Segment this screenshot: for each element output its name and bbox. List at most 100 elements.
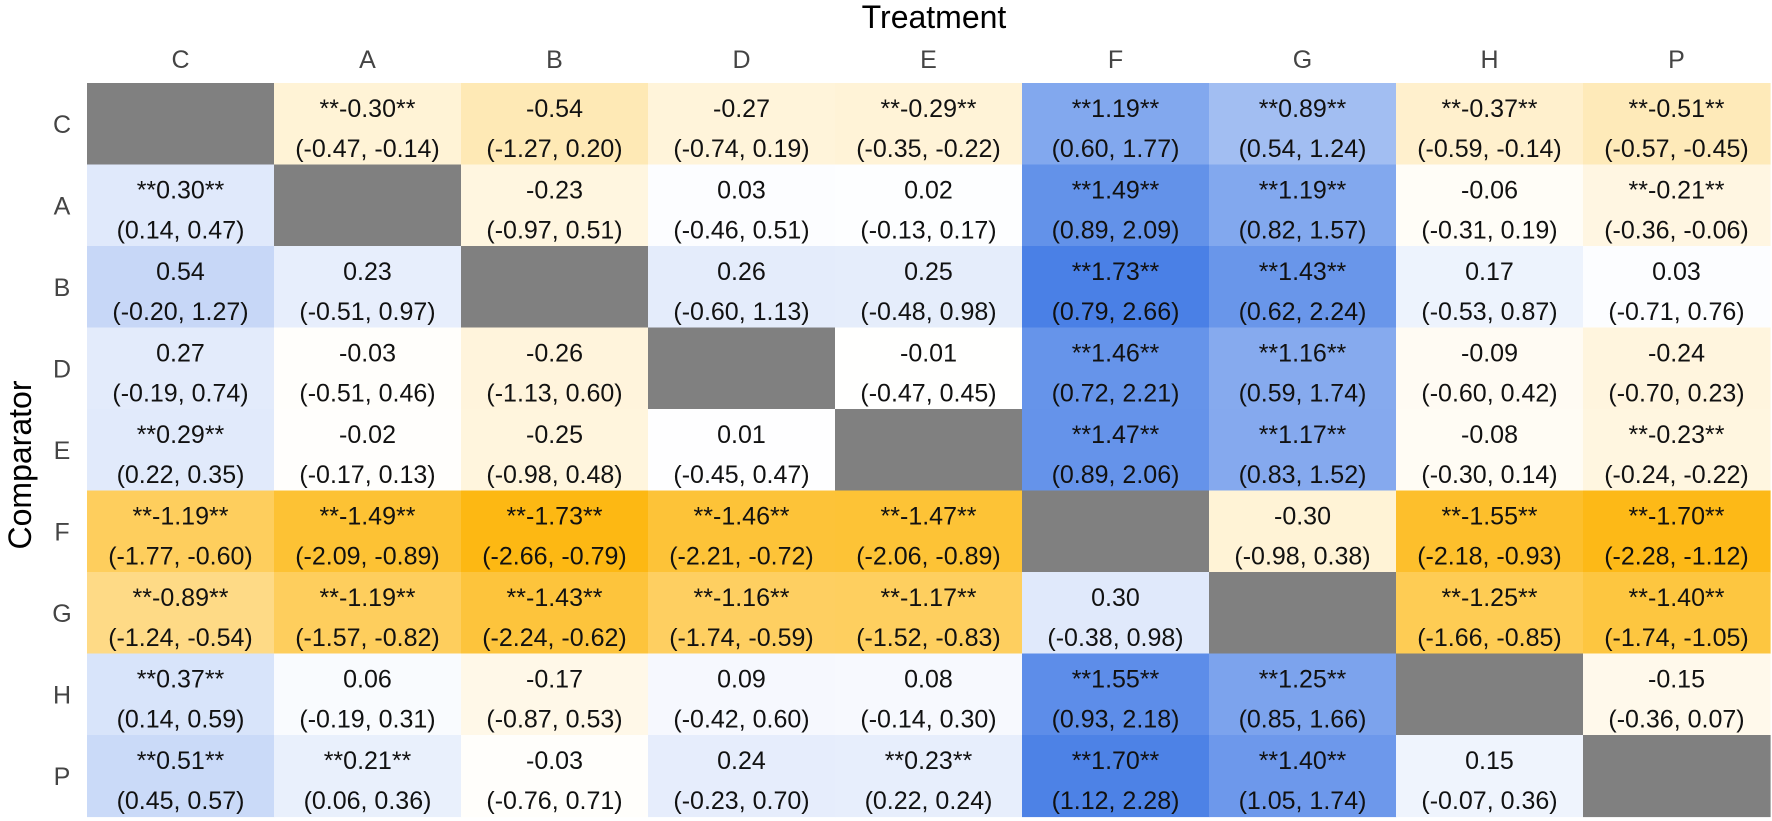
cell-ci-label: (-0.20, 1.27) bbox=[112, 298, 248, 326]
heatmap-cell bbox=[648, 409, 836, 492]
cell-ci-label: (-0.59, -0.14) bbox=[1417, 135, 1562, 163]
cell-ci-label: (-0.45, 0.47) bbox=[673, 461, 809, 489]
cell-estimate-label: **-0.21** bbox=[1629, 177, 1725, 205]
heatmap-cell bbox=[1396, 83, 1584, 166]
cell-estimate-label: **-0.23** bbox=[1629, 421, 1725, 449]
cell-estimate-label: -0.06 bbox=[1461, 177, 1518, 205]
heatmap-cell bbox=[1396, 572, 1584, 655]
heatmap-cell bbox=[1209, 490, 1397, 573]
cell-estimate-label: 0.25 bbox=[904, 258, 953, 286]
heatmap-cell bbox=[274, 490, 462, 573]
heatmap-cell bbox=[461, 327, 649, 410]
cell-estimate-label: **0.51** bbox=[137, 747, 225, 775]
cell-ci-label: (-1.57, -0.82) bbox=[295, 624, 440, 652]
y-tick-label: P bbox=[54, 763, 71, 791]
cell-ci-label: (-2.21, -0.72) bbox=[669, 543, 814, 571]
cell-estimate-label: **0.21** bbox=[324, 747, 412, 775]
cell-ci-label: (-2.28, -1.12) bbox=[1604, 543, 1749, 571]
cell-ci-label: (-0.53, 0.87) bbox=[1421, 298, 1557, 326]
cell-estimate-label: **1.43** bbox=[1259, 258, 1347, 286]
cell-estimate-label: 0.02 bbox=[904, 177, 953, 205]
heatmap-cell bbox=[1209, 246, 1397, 329]
cell-ci-label: (0.72, 2.21) bbox=[1052, 380, 1180, 408]
cell-estimate-label: **1.16** bbox=[1259, 340, 1347, 368]
cell-estimate-label: 0.54 bbox=[156, 258, 205, 286]
heatmap-cell bbox=[1396, 735, 1584, 818]
heatmap-cell bbox=[1583, 490, 1771, 573]
cell-estimate-label: **-0.89** bbox=[133, 584, 229, 612]
heatmap-cell bbox=[1022, 653, 1210, 736]
cell-estimate-label: **0.89** bbox=[1259, 95, 1347, 123]
cell-ci-label: (0.79, 2.66) bbox=[1052, 298, 1180, 326]
cell-ci-label: (0.22, 0.24) bbox=[865, 787, 993, 815]
diagonal-cell bbox=[1022, 490, 1210, 573]
cell-ci-label: (-0.98, 0.48) bbox=[486, 461, 622, 489]
cell-estimate-label: **1.70** bbox=[1072, 747, 1160, 775]
diagonal-cell bbox=[835, 409, 1023, 492]
cell-ci-label: (-0.51, 0.46) bbox=[299, 380, 435, 408]
cell-ci-label: (-0.30, 0.14) bbox=[1421, 461, 1557, 489]
cell-estimate-label: **0.29** bbox=[137, 421, 225, 449]
cell-estimate-label: **0.23** bbox=[885, 747, 973, 775]
cell-estimate-label: **-1.70** bbox=[1629, 503, 1725, 531]
cell-ci-label: (-0.24, -0.22) bbox=[1604, 461, 1749, 489]
cell-estimate-label: -0.24 bbox=[1648, 340, 1705, 368]
cell-estimate-label: **-1.46** bbox=[694, 503, 790, 531]
heatmap-cell bbox=[1583, 572, 1771, 655]
cell-estimate-label: **-1.55** bbox=[1442, 503, 1538, 531]
heatmap-cell bbox=[648, 164, 836, 247]
cell-ci-label: (0.14, 0.47) bbox=[117, 217, 245, 245]
cell-ci-label: (0.22, 0.35) bbox=[117, 461, 245, 489]
cell-estimate-label: 0.15 bbox=[1465, 747, 1514, 775]
heatmap-cell bbox=[1396, 490, 1584, 573]
cell-ci-label: (-0.47, 0.45) bbox=[860, 380, 996, 408]
cell-ci-label: (-2.24, -0.62) bbox=[482, 624, 627, 652]
cell-ci-label: (0.85, 1.66) bbox=[1239, 706, 1367, 734]
heatmap-cell bbox=[1583, 83, 1771, 166]
y-tick-label: C bbox=[53, 111, 71, 139]
cell-ci-label: (0.62, 2.24) bbox=[1239, 298, 1367, 326]
heatmap-cell bbox=[1396, 409, 1584, 492]
cell-estimate-label: 0.06 bbox=[343, 666, 392, 694]
heatmap-cell bbox=[1209, 83, 1397, 166]
cell-ci-label: (0.89, 2.09) bbox=[1052, 217, 1180, 245]
cell-ci-label: (-0.98, 0.38) bbox=[1234, 543, 1370, 571]
cell-ci-label: (0.83, 1.52) bbox=[1239, 461, 1367, 489]
heatmap-cell bbox=[835, 83, 1023, 166]
y-tick-label: A bbox=[54, 192, 71, 220]
cell-estimate-label: -0.01 bbox=[900, 340, 957, 368]
cell-estimate-label: **1.25** bbox=[1259, 666, 1347, 694]
cell-estimate-label: 0.27 bbox=[156, 340, 205, 368]
diagonal-cell bbox=[1209, 572, 1397, 655]
heatmap-cell bbox=[835, 735, 1023, 818]
heatmap-cell bbox=[1209, 409, 1397, 492]
cell-estimate-label: -0.08 bbox=[1461, 421, 1518, 449]
diagonal-cell bbox=[1583, 735, 1771, 818]
cell-ci-label: (-0.48, 0.98) bbox=[860, 298, 996, 326]
y-tick-label: F bbox=[54, 518, 69, 546]
x-tick-label: C bbox=[171, 46, 189, 74]
y-tick-label: D bbox=[53, 355, 71, 383]
cell-estimate-label: -0.25 bbox=[526, 421, 583, 449]
cell-estimate-label: **-0.37** bbox=[1442, 95, 1538, 123]
cell-ci-label: (0.89, 2.06) bbox=[1052, 461, 1180, 489]
cell-ci-label: (-0.19, 0.74) bbox=[112, 380, 248, 408]
x-tick-label: P bbox=[1668, 46, 1685, 74]
cell-estimate-label: **1.46** bbox=[1072, 340, 1160, 368]
heatmap-cell bbox=[1583, 327, 1771, 410]
heatmap-cell bbox=[1022, 83, 1210, 166]
y-tick-label: B bbox=[54, 274, 71, 302]
cell-ci-label: (1.12, 2.28) bbox=[1052, 787, 1180, 815]
heatmap-cell bbox=[1209, 164, 1397, 247]
heatmap-cell bbox=[1022, 164, 1210, 247]
cell-ci-label: (0.54, 1.24) bbox=[1239, 135, 1367, 163]
cell-ci-label: (-0.35, -0.22) bbox=[856, 135, 1001, 163]
heatmap-cell bbox=[835, 246, 1023, 329]
y-tick-label: G bbox=[52, 600, 71, 628]
heatmap-cell bbox=[87, 409, 275, 492]
heatmap-cell bbox=[274, 246, 462, 329]
cell-ci-label: (0.60, 1.77) bbox=[1052, 135, 1180, 163]
cell-estimate-label: **-1.25** bbox=[1442, 584, 1538, 612]
heatmap-cell bbox=[648, 735, 836, 818]
x-tick-label: E bbox=[920, 46, 937, 74]
